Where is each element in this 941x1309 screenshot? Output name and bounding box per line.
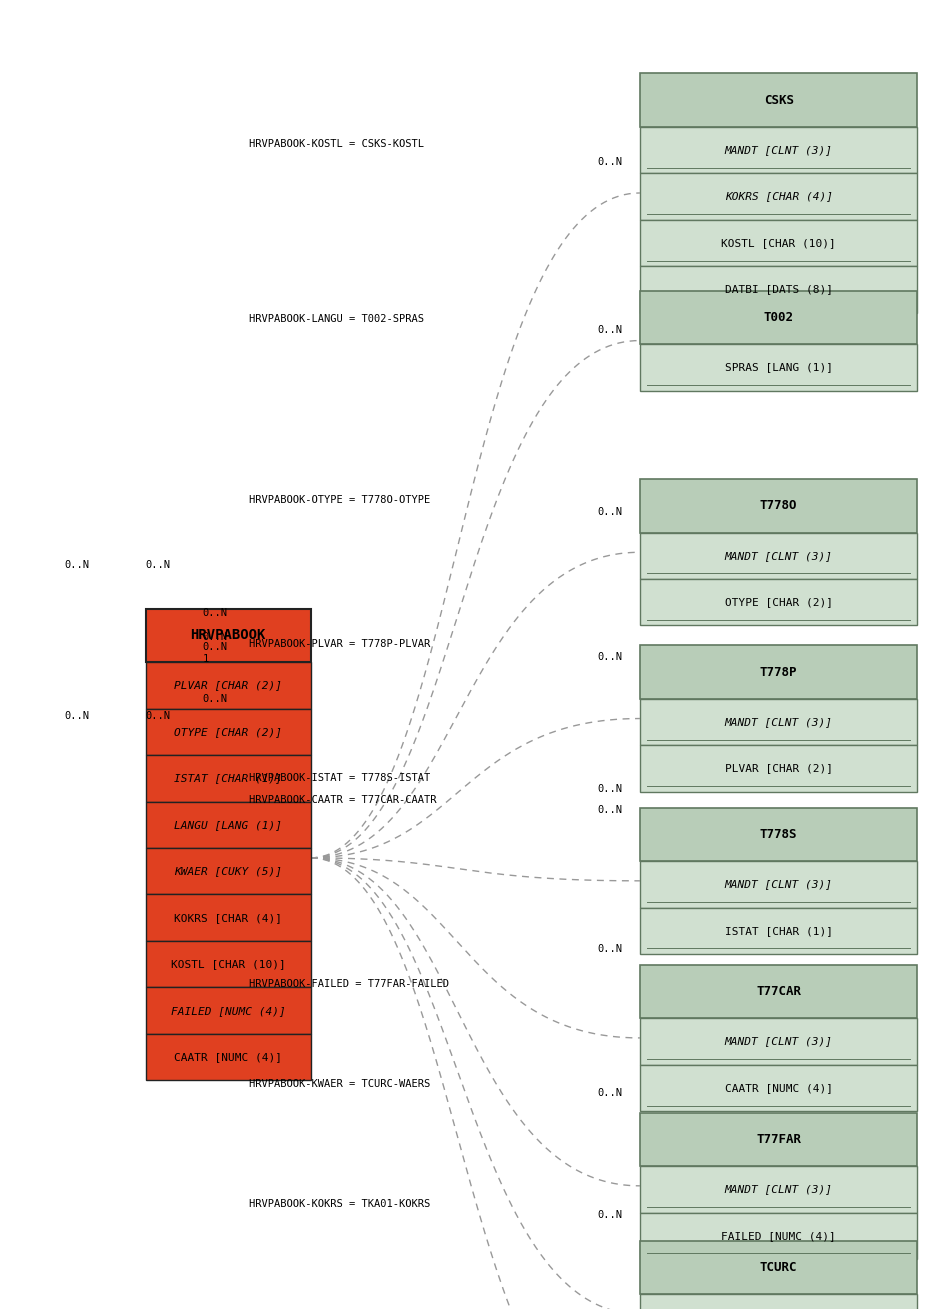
- Text: 0..N: 0..N: [146, 711, 171, 721]
- Text: DATBI [DATS (8)]: DATBI [DATS (8)]: [725, 284, 833, 295]
- Text: 0..N: 0..N: [598, 784, 623, 795]
- FancyBboxPatch shape: [640, 73, 917, 127]
- Text: MANDT [CLNT (3)]: MANDT [CLNT (3)]: [725, 551, 833, 560]
- Text: 0..N: 0..N: [64, 711, 89, 721]
- Text: 0..N
1: 0..N 1: [202, 643, 228, 664]
- Text: 0..N: 0..N: [598, 157, 623, 168]
- FancyBboxPatch shape: [640, 907, 917, 954]
- Text: OTYPE [CHAR (2)]: OTYPE [CHAR (2)]: [725, 597, 833, 607]
- Text: T002: T002: [764, 310, 793, 323]
- FancyBboxPatch shape: [640, 1212, 917, 1259]
- Text: 0..N: 0..N: [146, 560, 171, 571]
- FancyBboxPatch shape: [146, 894, 311, 941]
- FancyBboxPatch shape: [640, 266, 917, 313]
- Text: T778P: T778P: [760, 665, 797, 678]
- Text: SPRAS [LANG (1)]: SPRAS [LANG (1)]: [725, 363, 833, 372]
- FancyBboxPatch shape: [146, 609, 311, 662]
- Text: HRVPABOOK-KWAER = TCURC-WAERS: HRVPABOOK-KWAER = TCURC-WAERS: [249, 1079, 431, 1089]
- FancyBboxPatch shape: [640, 1113, 917, 1166]
- FancyBboxPatch shape: [640, 1295, 917, 1309]
- Text: KOSTL [CHAR (10)]: KOSTL [CHAR (10)]: [171, 959, 285, 969]
- FancyBboxPatch shape: [640, 533, 917, 579]
- Text: T77FAR: T77FAR: [757, 1132, 801, 1145]
- Text: PLVAR [CHAR (2)]: PLVAR [CHAR (2)]: [725, 763, 833, 774]
- Text: KOSTL [CHAR (10)]: KOSTL [CHAR (10)]: [722, 238, 836, 247]
- FancyBboxPatch shape: [640, 745, 917, 792]
- Text: 0..N: 0..N: [202, 694, 228, 704]
- FancyBboxPatch shape: [640, 1018, 917, 1064]
- Text: 0..N: 0..N: [202, 607, 228, 618]
- Text: 0..N: 0..N: [598, 1088, 623, 1098]
- FancyBboxPatch shape: [146, 941, 311, 987]
- Text: FAILED [NUMC (4)]: FAILED [NUMC (4)]: [171, 1005, 285, 1016]
- FancyBboxPatch shape: [640, 344, 917, 390]
- Text: OTYPE [CHAR (2)]: OTYPE [CHAR (2)]: [174, 726, 282, 737]
- Text: HRVPABOOK-KOKRS = TKA01-KOKRS: HRVPABOOK-KOKRS = TKA01-KOKRS: [249, 1199, 431, 1210]
- FancyBboxPatch shape: [640, 808, 917, 861]
- Text: HRVPABOOK-OTYPE = T778O-OTYPE: HRVPABOOK-OTYPE = T778O-OTYPE: [249, 495, 431, 505]
- Text: T778O: T778O: [760, 499, 797, 512]
- Text: KOKRS [CHAR (4)]: KOKRS [CHAR (4)]: [725, 191, 833, 202]
- FancyBboxPatch shape: [146, 987, 311, 1034]
- Text: KOKRS [CHAR (4)]: KOKRS [CHAR (4)]: [174, 912, 282, 923]
- Text: ISTAT [CHAR (1)]: ISTAT [CHAR (1)]: [725, 925, 833, 936]
- FancyBboxPatch shape: [146, 755, 311, 801]
- Text: LANGU [LANG (1)]: LANGU [LANG (1)]: [174, 819, 282, 830]
- Text: PLVAR [CHAR (2)]: PLVAR [CHAR (2)]: [174, 681, 282, 690]
- Text: CAATR [NUMC (4)]: CAATR [NUMC (4)]: [725, 1083, 833, 1093]
- FancyBboxPatch shape: [640, 220, 917, 266]
- Text: FAILED [NUMC (4)]: FAILED [NUMC (4)]: [722, 1230, 836, 1241]
- Text: HRVPABOOK-CAATR = T77CAR-CAATR: HRVPABOOK-CAATR = T77CAR-CAATR: [249, 795, 437, 805]
- FancyBboxPatch shape: [640, 645, 917, 699]
- Text: MANDT [CLNT (3)]: MANDT [CLNT (3)]: [725, 717, 833, 726]
- Text: HRVPABOOK-FAILED = T77FAR-FAILED: HRVPABOOK-FAILED = T77FAR-FAILED: [249, 979, 450, 990]
- Text: HRVPABOOK: HRVPABOOK: [190, 628, 266, 643]
- FancyBboxPatch shape: [146, 662, 311, 708]
- Text: MANDT [CLNT (3)]: MANDT [CLNT (3)]: [725, 1037, 833, 1046]
- Text: 0..N: 0..N: [202, 632, 228, 643]
- FancyBboxPatch shape: [640, 1241, 917, 1295]
- Text: 0..N: 0..N: [598, 652, 623, 662]
- Text: TCURC: TCURC: [760, 1261, 797, 1274]
- FancyBboxPatch shape: [640, 579, 917, 626]
- FancyBboxPatch shape: [640, 965, 917, 1018]
- FancyBboxPatch shape: [146, 1034, 311, 1080]
- Text: MANDT [CLNT (3)]: MANDT [CLNT (3)]: [725, 880, 833, 889]
- Text: T77CAR: T77CAR: [757, 984, 801, 997]
- FancyBboxPatch shape: [640, 861, 917, 907]
- Text: 0..N: 0..N: [598, 325, 623, 335]
- FancyBboxPatch shape: [146, 708, 311, 755]
- Text: ISTAT [CHAR (1)]: ISTAT [CHAR (1)]: [174, 774, 282, 783]
- FancyBboxPatch shape: [146, 801, 311, 848]
- Text: 0..N: 0..N: [598, 507, 623, 517]
- FancyBboxPatch shape: [146, 848, 311, 894]
- Text: T778S: T778S: [760, 827, 797, 840]
- Text: HRVPABOOK-LANGU = T002-SPRAS: HRVPABOOK-LANGU = T002-SPRAS: [249, 314, 424, 325]
- Text: HRVPABOOK-ISTAT = T778S-ISTAT: HRVPABOOK-ISTAT = T778S-ISTAT: [249, 772, 431, 783]
- FancyBboxPatch shape: [640, 699, 917, 745]
- FancyBboxPatch shape: [640, 1064, 917, 1111]
- Text: 0..N: 0..N: [598, 1210, 623, 1220]
- Text: MANDT [CLNT (3)]: MANDT [CLNT (3)]: [725, 1185, 833, 1194]
- Text: CAATR [NUMC (4)]: CAATR [NUMC (4)]: [174, 1052, 282, 1062]
- Text: KWAER [CUKY (5)]: KWAER [CUKY (5)]: [174, 867, 282, 876]
- Text: 0..N: 0..N: [598, 944, 623, 954]
- Text: MANDT [CLNT (3)]: MANDT [CLNT (3)]: [725, 145, 833, 154]
- FancyBboxPatch shape: [640, 127, 917, 173]
- FancyBboxPatch shape: [640, 479, 917, 533]
- FancyBboxPatch shape: [640, 173, 917, 220]
- Text: CSKS: CSKS: [764, 93, 793, 106]
- Text: 0..N: 0..N: [64, 560, 89, 571]
- FancyBboxPatch shape: [640, 291, 917, 344]
- Text: 0..N: 0..N: [598, 805, 623, 816]
- Text: HRVPABOOK-PLVAR = T778P-PLVAR: HRVPABOOK-PLVAR = T778P-PLVAR: [249, 639, 431, 649]
- Text: HRVPABOOK-KOSTL = CSKS-KOSTL: HRVPABOOK-KOSTL = CSKS-KOSTL: [249, 139, 424, 149]
- FancyBboxPatch shape: [640, 1166, 917, 1212]
